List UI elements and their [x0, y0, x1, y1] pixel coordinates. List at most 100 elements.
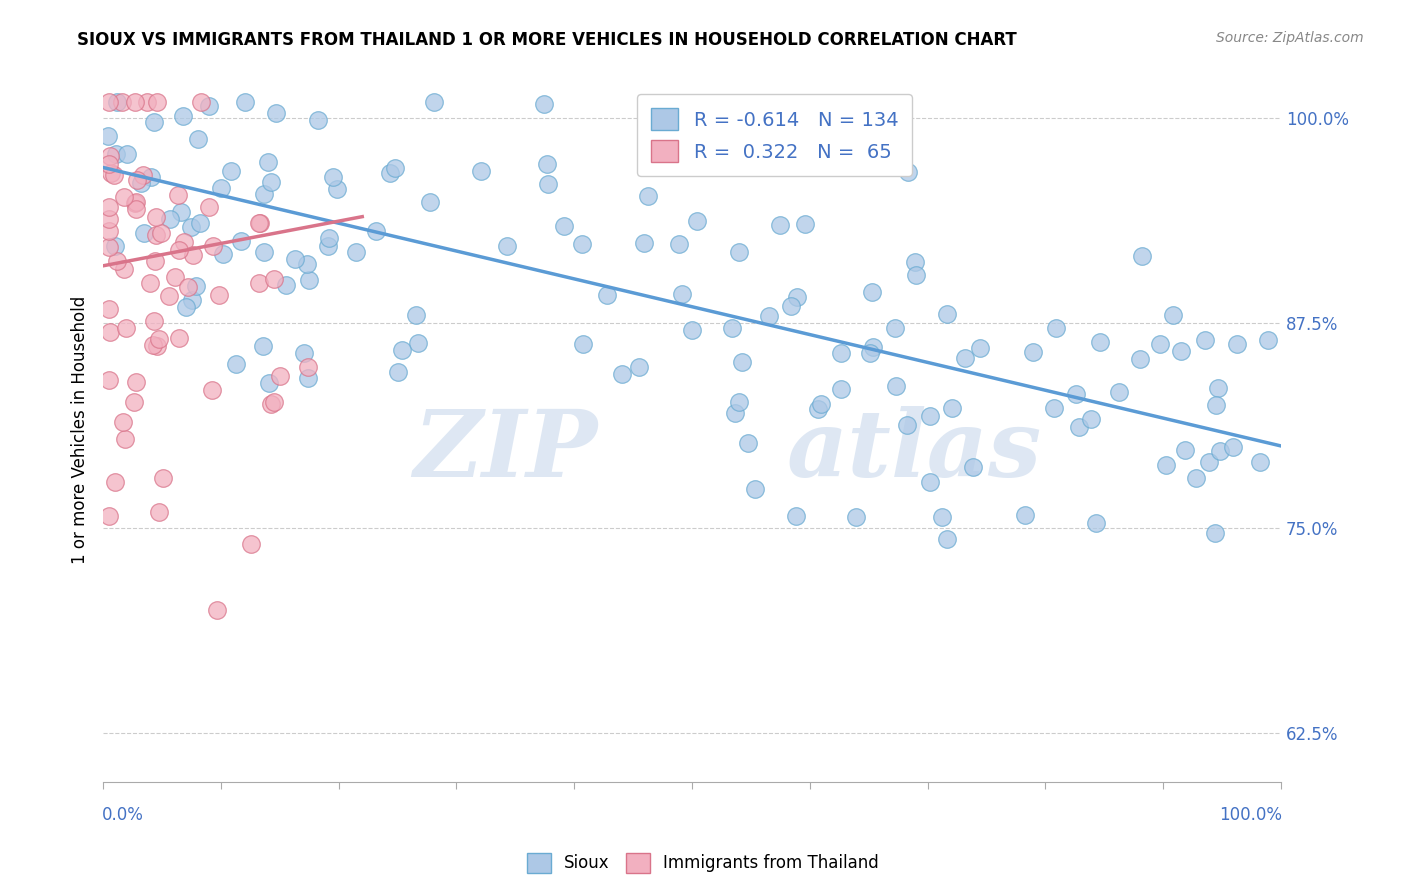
Point [172, 109, 194, 123]
Point [174, 301, 197, 315]
Point [98, 148, 121, 162]
Point [380, 166, 402, 180]
Point [553, 219, 575, 233]
Point [98, 326, 121, 340]
Point [920, 409, 942, 424]
Point [229, 235, 252, 249]
Point [387, 365, 409, 379]
Point [124, 95, 146, 109]
Point [115, 321, 138, 335]
Point [112, 261, 135, 276]
Point [862, 341, 884, 355]
Point [720, 321, 742, 335]
Point [1080, 411, 1102, 425]
Point [111, 95, 134, 109]
Point [896, 417, 918, 432]
Point [142, 314, 165, 328]
Point [114, 432, 136, 446]
Point [260, 175, 283, 189]
Point [758, 309, 780, 323]
Point [177, 280, 200, 294]
Point [731, 354, 754, 368]
Point [207, 603, 229, 617]
Point [96, 128, 118, 143]
Point [98, 200, 121, 214]
Point [167, 188, 190, 202]
Point [167, 243, 190, 257]
Point [297, 360, 319, 375]
Point [297, 370, 319, 384]
Point [260, 397, 283, 411]
Point [157, 289, 180, 303]
Point [737, 436, 759, 450]
Point [98, 240, 121, 254]
Point [124, 195, 146, 210]
Point [668, 236, 690, 251]
Point [124, 202, 146, 216]
Point [201, 383, 224, 397]
Point [325, 182, 347, 196]
Point [139, 169, 162, 184]
Point [1170, 344, 1192, 359]
Point [247, 216, 270, 230]
Point [125, 375, 148, 389]
Point [953, 351, 976, 365]
Point [470, 164, 492, 178]
Point [132, 226, 155, 240]
Point [124, 395, 146, 409]
Point [830, 346, 852, 360]
Point [188, 216, 211, 230]
Point [1129, 352, 1152, 367]
Point [249, 216, 271, 230]
Point [307, 113, 329, 128]
Point [98, 157, 121, 171]
Point [105, 254, 128, 268]
Point [807, 402, 830, 417]
Point [295, 256, 318, 270]
Point [240, 537, 263, 551]
Point [136, 95, 159, 109]
Point [769, 218, 792, 232]
Point [198, 99, 221, 113]
Text: atlas: atlas [786, 406, 1042, 496]
Point [1014, 508, 1036, 523]
Point [1222, 440, 1244, 454]
Point [263, 394, 285, 409]
Point [897, 165, 920, 179]
Point [169, 204, 191, 219]
Point [903, 255, 925, 269]
Point [1257, 333, 1279, 347]
Point [253, 186, 276, 201]
Point [316, 239, 339, 253]
Point [98, 373, 121, 387]
Point [322, 170, 344, 185]
Point [686, 214, 709, 228]
Point [884, 320, 907, 334]
Point [111, 415, 134, 429]
Point [150, 227, 173, 241]
Point [941, 401, 963, 416]
Point [225, 357, 247, 371]
Point [780, 299, 803, 313]
Point [904, 268, 927, 282]
Point [208, 288, 231, 302]
Point [115, 147, 138, 161]
Point [146, 95, 169, 109]
Point [219, 163, 242, 178]
Point [98, 224, 121, 238]
Point [1194, 334, 1216, 348]
Point [167, 331, 190, 345]
Point [571, 236, 593, 251]
Point [146, 339, 169, 353]
Point [681, 323, 703, 337]
Point [103, 168, 125, 182]
Point [637, 189, 659, 203]
Text: 0.0%: 0.0% [103, 806, 143, 824]
Point [936, 307, 959, 321]
Point [187, 132, 209, 146]
Point [142, 338, 165, 352]
Point [1206, 381, 1229, 395]
Point [105, 95, 128, 109]
Point [125, 194, 148, 209]
Point [671, 286, 693, 301]
